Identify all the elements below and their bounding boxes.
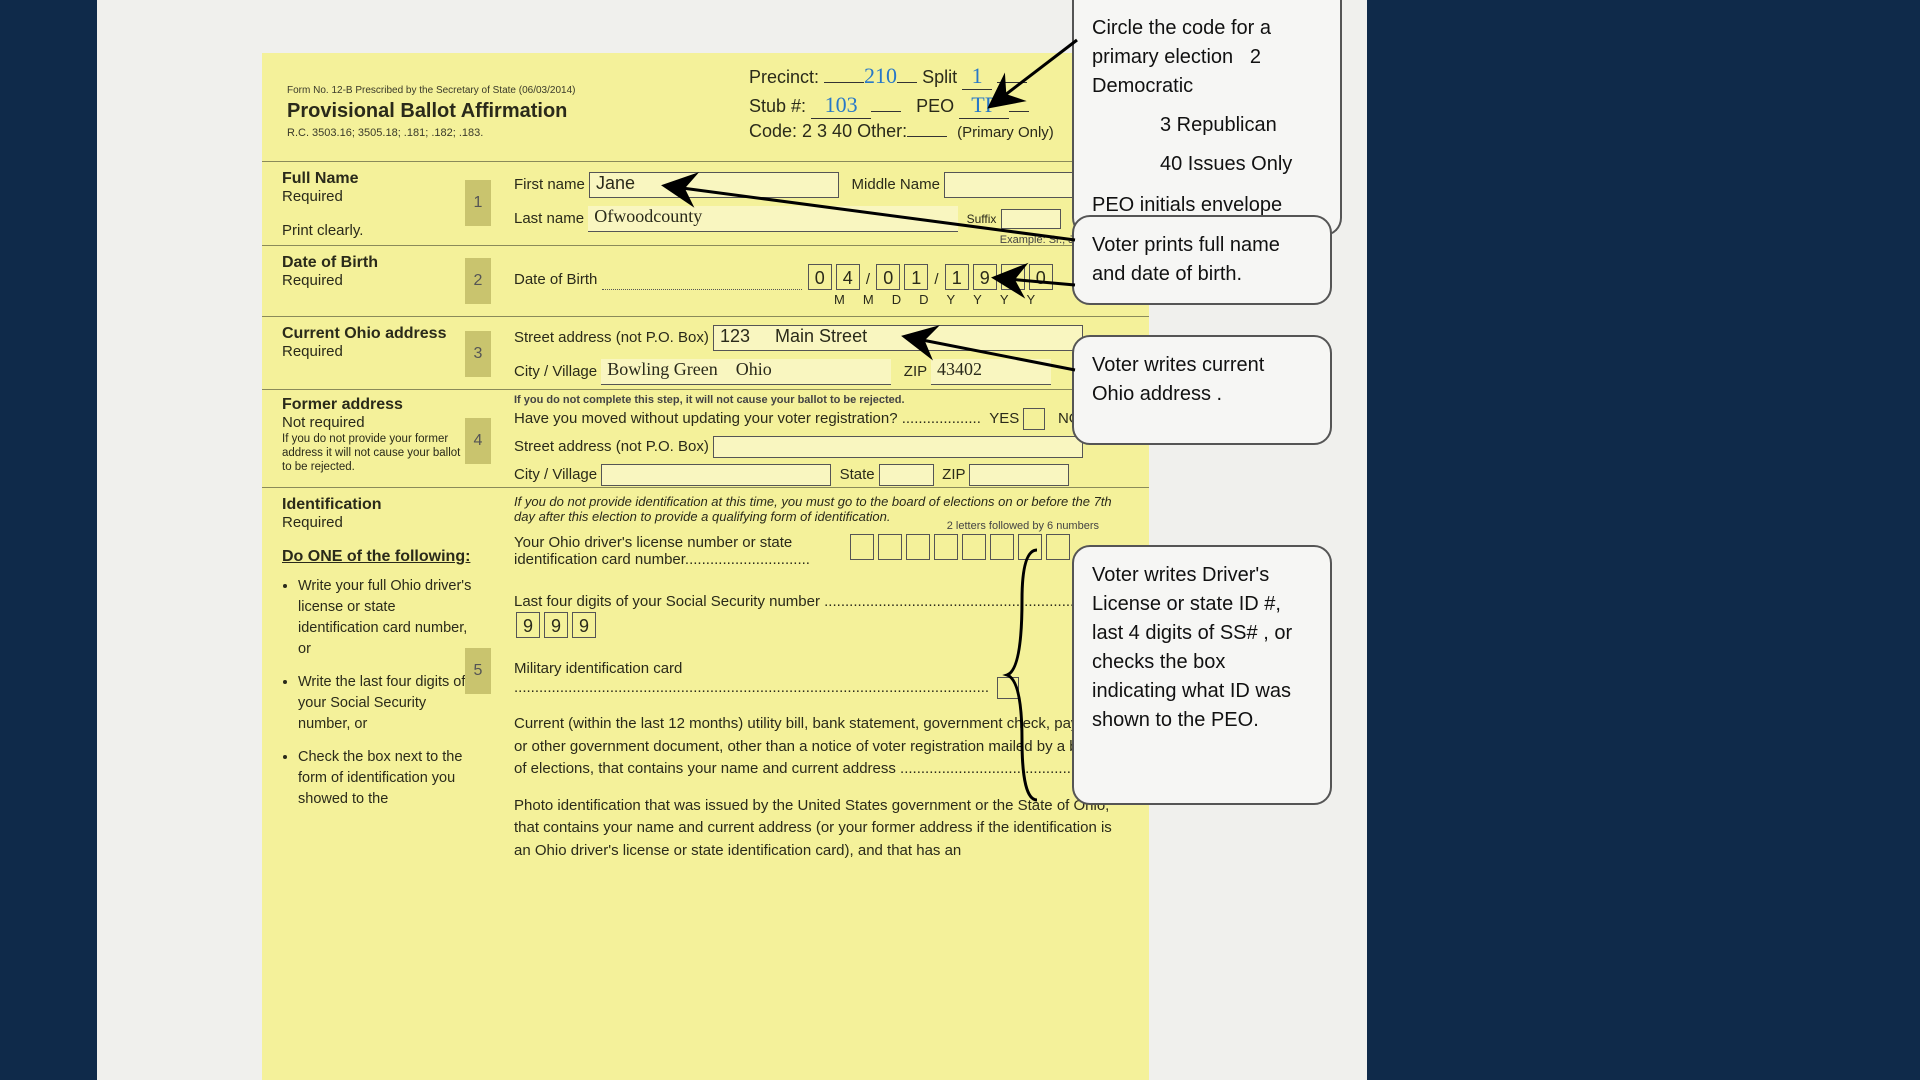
ssn-d1[interactable]: 9 [516, 612, 540, 638]
precinct-label: Precinct: [749, 67, 819, 87]
form-title: Provisional Ballot Affirmation [287, 100, 647, 123]
peo-label: PEO [916, 96, 954, 116]
s2-required: Required [282, 272, 343, 289]
s3-number: 3 [465, 331, 491, 377]
dl-label: Your Ohio driver's license number or sta… [514, 534, 844, 568]
s1-note: Print clearly. [282, 222, 363, 239]
s4-state-field[interactable] [879, 464, 934, 486]
dob-d3[interactable]: 1 [904, 264, 928, 290]
s4-state-label: State [840, 466, 875, 483]
split-value: 1 [962, 63, 992, 90]
s4-required: Not required [282, 414, 365, 431]
peo-value: TP [959, 92, 1009, 119]
suffix-field[interactable] [1001, 209, 1061, 229]
form-header-left: Form No. 12-B Prescribed by the Secretar… [287, 85, 647, 139]
dob-d2[interactable]: 0 [876, 264, 900, 290]
zip-field[interactable]: 43402 [931, 359, 1051, 385]
street-field[interactable]: 123 Main Street [713, 325, 1083, 351]
s2-number: 2 [465, 258, 491, 304]
yes-label: YES [989, 410, 1019, 427]
military-checkbox[interactable] [997, 677, 1019, 699]
dob-d4[interactable]: 1 [945, 264, 969, 290]
s2-heading: Date of Birth [282, 254, 378, 271]
middle-name-label: Middle Name [852, 176, 940, 193]
form-number: Form No. 12-B Prescribed by the Secretar… [287, 85, 647, 96]
stub-label: Stub #: [749, 96, 806, 116]
split-label: Split [922, 67, 957, 87]
first-name-field[interactable]: Jane [589, 172, 839, 198]
city-label: City / Village [514, 363, 597, 380]
city-field[interactable]: Bowling Green Ohio [601, 359, 891, 385]
section-full-name: Full Name Required Print clearly. 1 Firs… [262, 161, 1149, 241]
ssn-d2[interactable]: 9 [544, 612, 568, 638]
primary-only: (Primary Only) [957, 124, 1054, 141]
callout-name-dob: Voter prints full name and date of birth… [1072, 215, 1332, 305]
s5-bullet-3: Check the box next to the form of identi… [298, 747, 472, 810]
first-name-label: First name [514, 176, 585, 193]
section-current-address: Current Ohio address Required 3 Street a… [262, 316, 1149, 388]
dob-label: Date of Birth [514, 271, 597, 288]
ssn-d3[interactable]: 9 [572, 612, 596, 638]
s1-heading: Full Name [282, 170, 358, 187]
dob-d7[interactable]: 0 [1029, 264, 1053, 290]
s1-number: 1 [465, 180, 491, 226]
military-label: Military identification card ...........… [514, 660, 989, 696]
s3-heading: Current Ohio address [282, 325, 446, 342]
street-label: Street address (not P.O. Box) [514, 329, 709, 346]
s5-bullet-1: Write your full Ohio driver's license or… [298, 576, 472, 660]
utility-label: Current (within the last 12 months) util… [514, 715, 1118, 777]
s3-required: Required [282, 343, 343, 360]
zip-label: ZIP [904, 363, 927, 380]
s5-number: 5 [465, 648, 491, 694]
s5-required: Required [282, 514, 343, 531]
middle-name-field[interactable] [944, 172, 1074, 198]
s4-heading: Former address [282, 396, 403, 413]
s4-street-field[interactable] [713, 436, 1083, 458]
last-name-label: Last name [514, 210, 584, 227]
dl-box[interactable] [850, 534, 874, 560]
moved-question: Have you moved without updating your vot… [514, 410, 981, 427]
callout-id: Voter writes Driver's License or state I… [1072, 545, 1332, 805]
s4-zip-field[interactable] [969, 464, 1069, 486]
slide-background: Form No. 12-B Prescribed by the Secretar… [97, 0, 1367, 1080]
section-identification: Identification Required Do ONE of the fo… [262, 487, 1149, 887]
ballot-form: Form No. 12-B Prescribed by the Secretar… [262, 53, 1149, 1080]
s4-street-label: Street address (not P.O. Box) [514, 438, 709, 455]
s4-zip-label: ZIP [942, 466, 965, 483]
s4-note: If you do not provide your former addres… [282, 433, 462, 474]
dob-d1[interactable]: 4 [836, 264, 860, 290]
s5-do-one: Do ONE of the following: [282, 548, 470, 565]
dl-hint: 2 letters followed by 6 numbers [947, 520, 1099, 532]
s4-number: 4 [465, 418, 491, 464]
callout-address: Voter writes current Ohio address . [1072, 335, 1332, 445]
form-header-right: Precinct: 210 Split 1 Stub #: 103 PEO TP… [749, 63, 1119, 144]
dob-d5[interactable]: 9 [973, 264, 997, 290]
dob-d6[interactable]: 7 [1001, 264, 1025, 290]
precinct-value: 210 [864, 63, 897, 88]
ssn-label: Last four digits of your Social Security… [514, 593, 1087, 610]
s5-bullet-2: Write the last four digits of your Socia… [298, 672, 472, 735]
suffix-label: Suffix [967, 212, 997, 226]
dob-d0[interactable]: 0 [808, 264, 832, 290]
form-rc-codes: R.C. 3503.16; 3505.18; .181; .182; .183. [287, 127, 647, 139]
s1-required: Required [282, 188, 343, 205]
stub-value: 103 [811, 92, 871, 119]
s4-warning: If you do not complete this step, it wil… [514, 394, 1119, 406]
callout-code: Circle the code for a primary election 2… [1072, 0, 1342, 236]
last-name-field[interactable]: Ofwoodcounty [588, 206, 958, 232]
code-label: Code: 2 3 40 Other: [749, 121, 907, 141]
s4-city-field[interactable] [601, 464, 831, 486]
yes-checkbox[interactable] [1023, 408, 1045, 430]
s5-heading: Identification [282, 496, 382, 513]
section-former-address: Former address Not required If you do no… [262, 389, 1149, 485]
s4-city-label: City / Village [514, 466, 597, 483]
section-dob: Date of Birth Required 2 Date of Birth 0… [262, 245, 1149, 315]
photo-id-label: Photo identification that was issued by … [514, 797, 1112, 859]
